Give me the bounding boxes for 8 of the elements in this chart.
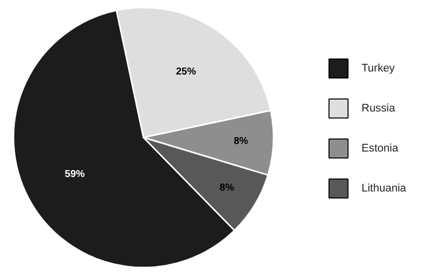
legend-label: Estonia [362,142,400,154]
data-label: 59% [64,168,85,180]
legend-label: Turkey [362,62,396,74]
data-label: 25% [176,66,196,78]
data-label: 8% [220,182,234,194]
legend-label: Russia [362,102,396,114]
data-label: 8% [234,136,248,148]
legend-label: Lithuania [362,182,408,194]
